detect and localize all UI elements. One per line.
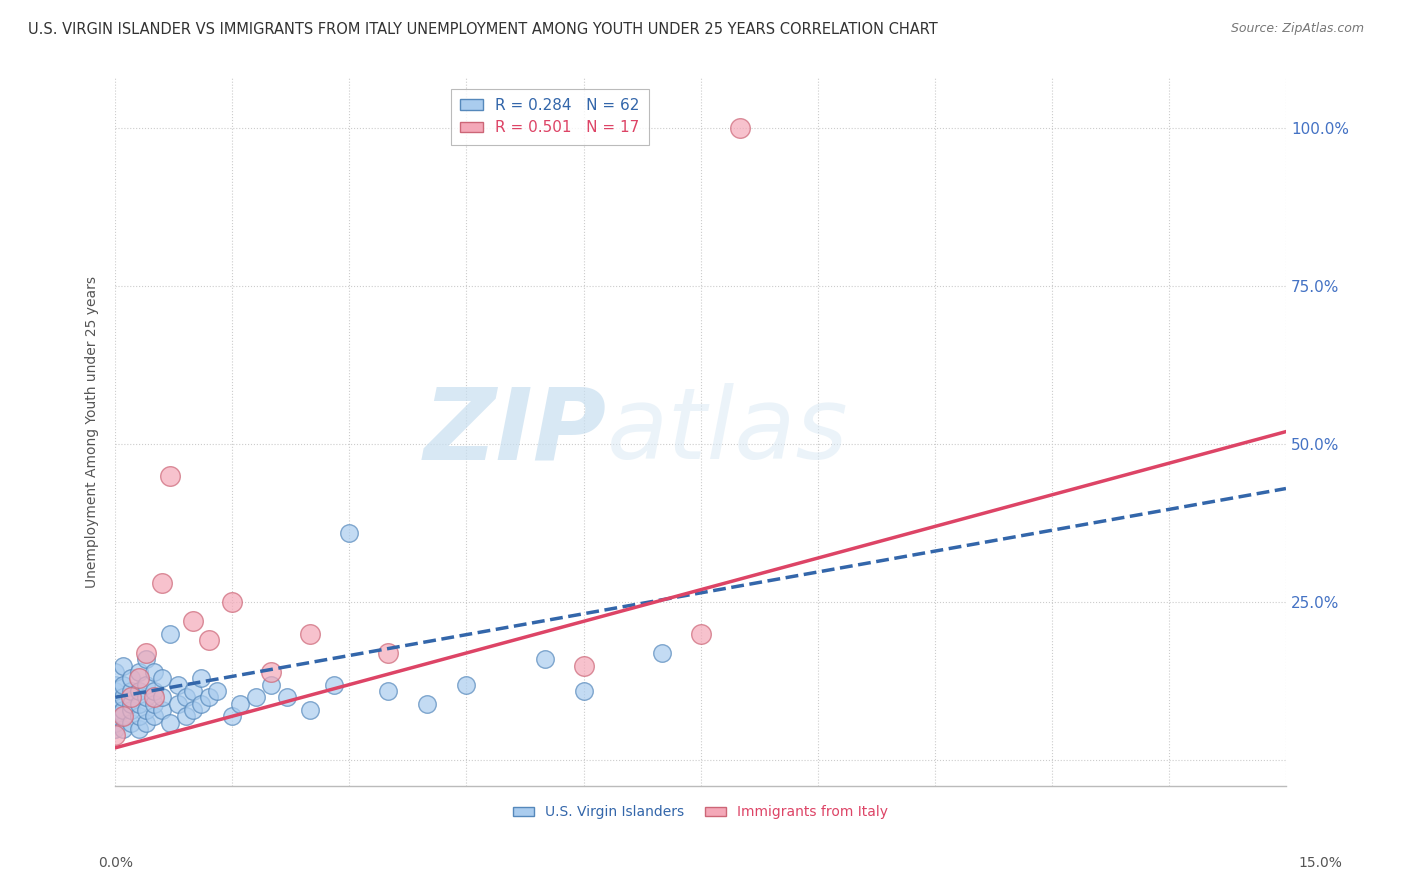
Point	[135, 715, 157, 730]
Text: Source: ZipAtlas.com: Source: ZipAtlas.com	[1230, 22, 1364, 36]
Point	[104, 703, 127, 717]
Point	[120, 697, 142, 711]
Point	[112, 703, 135, 717]
Point	[322, 677, 344, 691]
Point	[120, 703, 142, 717]
Point	[128, 671, 150, 685]
Point	[299, 627, 322, 641]
Point	[112, 658, 135, 673]
Point	[221, 595, 243, 609]
Point	[181, 615, 204, 629]
Point	[128, 697, 150, 711]
Point	[190, 671, 212, 685]
Point	[181, 684, 204, 698]
Text: ZIP: ZIP	[425, 383, 607, 480]
Point	[104, 665, 127, 679]
Point	[135, 652, 157, 666]
Point	[128, 709, 150, 723]
Point	[104, 709, 127, 723]
Point	[112, 709, 135, 723]
Point	[135, 690, 157, 705]
Point	[245, 690, 267, 705]
Point	[174, 690, 197, 705]
Point	[229, 697, 252, 711]
Y-axis label: Unemployment Among Youth under 25 years: Unemployment Among Youth under 25 years	[86, 276, 100, 588]
Point	[128, 722, 150, 736]
Point	[651, 646, 673, 660]
Point	[572, 658, 595, 673]
Point	[159, 715, 181, 730]
Point	[260, 677, 283, 691]
Point	[416, 697, 439, 711]
Point	[150, 690, 173, 705]
Point	[143, 709, 166, 723]
Point	[143, 690, 166, 705]
Point	[150, 703, 173, 717]
Point	[120, 671, 142, 685]
Point	[174, 709, 197, 723]
Point	[159, 627, 181, 641]
Point	[150, 576, 173, 591]
Point	[339, 525, 361, 540]
Point	[135, 703, 157, 717]
Point	[198, 633, 221, 648]
Text: 15.0%: 15.0%	[1299, 856, 1343, 871]
Point	[159, 468, 181, 483]
Point	[120, 690, 142, 705]
Point	[112, 722, 135, 736]
Point	[135, 677, 157, 691]
Point	[221, 709, 243, 723]
Point	[198, 690, 221, 705]
Point	[120, 715, 142, 730]
Point	[299, 703, 322, 717]
Point	[181, 703, 204, 717]
Point	[104, 722, 127, 736]
Point	[377, 646, 399, 660]
Point	[205, 684, 228, 698]
Point	[276, 690, 298, 705]
Point	[120, 684, 142, 698]
Point	[112, 709, 135, 723]
Point	[143, 684, 166, 698]
Legend: U.S. Virgin Islanders, Immigrants from Italy: U.S. Virgin Islanders, Immigrants from I…	[508, 800, 894, 825]
Text: atlas: atlas	[607, 383, 849, 480]
Point	[104, 690, 127, 705]
Point	[572, 684, 595, 698]
Point	[112, 677, 135, 691]
Point	[260, 665, 283, 679]
Point	[112, 690, 135, 705]
Point	[143, 665, 166, 679]
Point	[689, 627, 711, 641]
Point	[104, 728, 127, 742]
Point	[128, 665, 150, 679]
Point	[135, 646, 157, 660]
Point	[150, 671, 173, 685]
Text: U.S. VIRGIN ISLANDER VS IMMIGRANTS FROM ITALY UNEMPLOYMENT AMONG YOUTH UNDER 25 : U.S. VIRGIN ISLANDER VS IMMIGRANTS FROM …	[28, 22, 938, 37]
Point	[456, 677, 478, 691]
Point	[190, 697, 212, 711]
Text: 0.0%: 0.0%	[98, 856, 134, 871]
Point	[166, 697, 188, 711]
Point	[166, 677, 188, 691]
Point	[533, 652, 555, 666]
Point	[104, 684, 127, 698]
Point	[728, 121, 751, 136]
Point	[143, 697, 166, 711]
Point	[104, 677, 127, 691]
Point	[377, 684, 399, 698]
Point	[128, 684, 150, 698]
Point	[104, 715, 127, 730]
